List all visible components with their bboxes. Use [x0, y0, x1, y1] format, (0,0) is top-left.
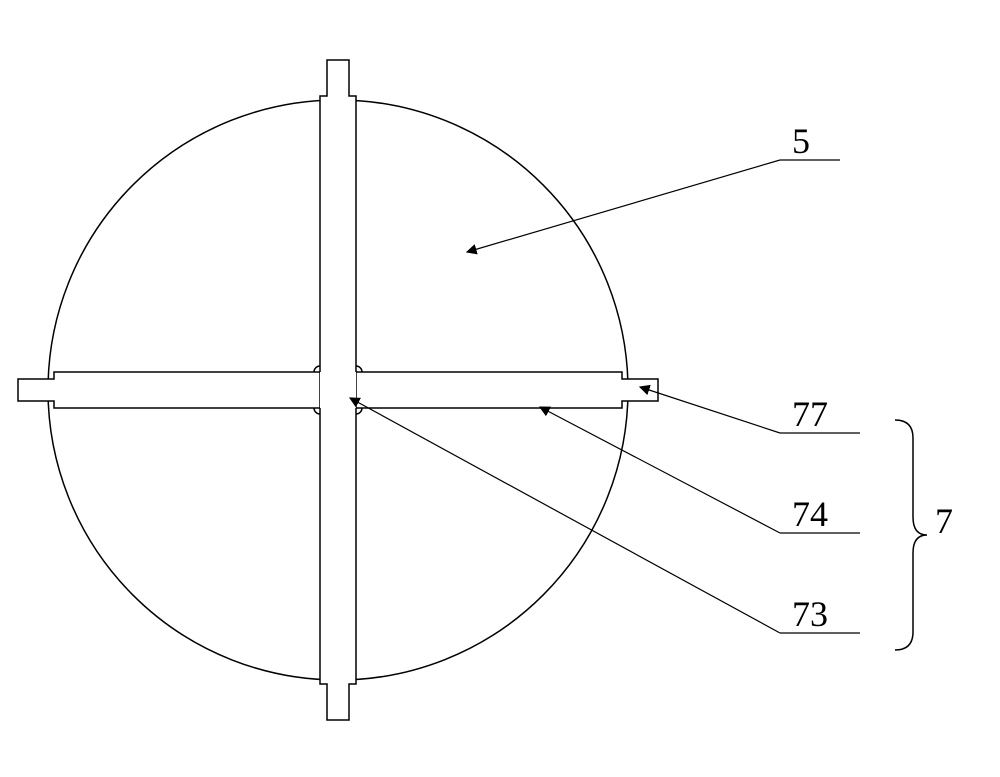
label-73: 73 [792, 593, 828, 635]
label-7: 7 [935, 500, 953, 542]
label-74: 74 [792, 493, 828, 535]
label-77: 77 [792, 393, 828, 435]
label-5: 5 [792, 120, 810, 162]
technical-drawing [0, 0, 1000, 777]
